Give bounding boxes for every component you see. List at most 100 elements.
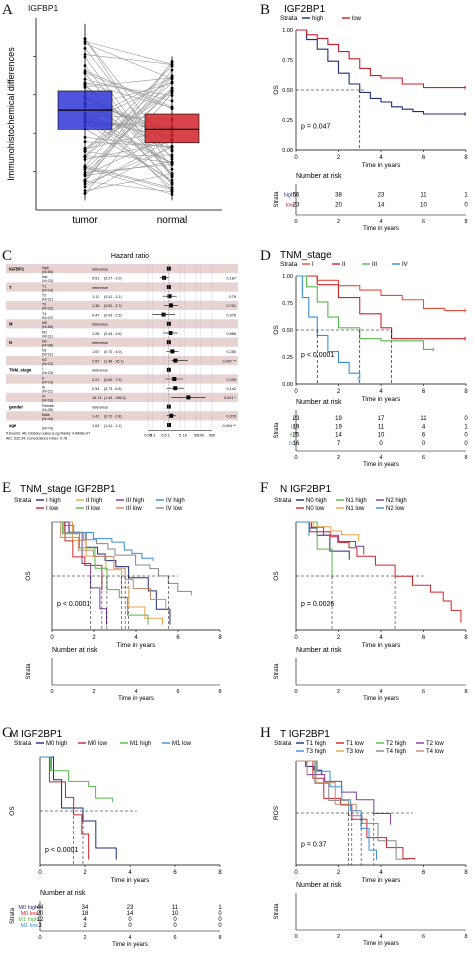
km-curve-III <box>296 275 435 350</box>
x-tick-label: 8 <box>464 155 468 161</box>
legend-label: low <box>352 16 362 22</box>
risk-x-tick: 8 <box>464 689 467 695</box>
panel-label-f: F <box>260 480 269 496</box>
forest-ci: (1.01 - 1.1) <box>104 424 122 428</box>
panel-g-km: M IGF2BP1 Strata M0 high M0 low M1 high M1 lo… <box>0 725 235 951</box>
risk-value: 1 <box>464 192 468 198</box>
risk-row-name: IV <box>289 441 295 447</box>
forest-row-bg <box>6 411 238 421</box>
y-tick-label: 0.50 <box>282 328 293 334</box>
legend-title: Strata <box>274 740 292 747</box>
risk-x-tick: 0 <box>294 934 297 940</box>
forest-level: low <box>42 275 48 279</box>
risk-x-label: Time in years <box>118 696 154 702</box>
risk-x-label: Time in years <box>363 462 399 468</box>
risk-x-tick: 4 <box>379 934 382 940</box>
paired-line <box>84 141 173 147</box>
legend-label: N1 high <box>346 498 367 504</box>
y-axis-label: OS <box>9 806 16 816</box>
legend-title: Strata <box>280 261 298 268</box>
forest-ci: (0.41 - 3.1) <box>104 295 122 299</box>
forest-ci: (0.27 - 1.0) <box>104 277 122 281</box>
forest-level: M1 <box>42 330 47 334</box>
legend-label: T4 low <box>426 749 444 755</box>
risk-x-label: Time in years <box>363 696 399 702</box>
chart-title: M IGF2BP1 <box>10 729 63 740</box>
risk-value: 0 <box>218 923 222 929</box>
panel-label-e: E <box>2 480 12 496</box>
x-tick-label: 2 <box>337 870 341 876</box>
forest-p: 0.187 <box>226 277 236 281</box>
paired-line <box>84 65 173 152</box>
risk-x-tick: 8 <box>218 689 221 695</box>
paired-line <box>84 120 173 183</box>
risk-x-tick: 6 <box>176 689 179 695</box>
risk-value: 23 <box>293 416 300 422</box>
risk-value: 14 <box>378 203 385 209</box>
panel-label-h: H <box>260 725 271 741</box>
risk-value: 0 <box>422 441 426 447</box>
legend-label: T3 high <box>306 749 326 755</box>
y-tick-label: 0.75 <box>282 58 293 64</box>
x-tick-label: 2 <box>337 389 341 395</box>
forest-point <box>170 349 175 354</box>
x-tick-label: 6 <box>422 635 426 641</box>
forest-level: N0 <box>42 340 47 344</box>
forest-hr: 0.51 <box>92 277 99 281</box>
paired-line <box>84 92 173 194</box>
risk-x-tick: 4 <box>379 455 382 461</box>
km-curve <box>296 760 391 825</box>
km-curve-low <box>296 29 466 89</box>
risk-row-name: M0 low <box>21 911 38 917</box>
km-curve <box>296 760 357 813</box>
km-curve <box>296 760 377 860</box>
risk-value: 38 <box>335 192 342 198</box>
paired-line <box>84 128 173 181</box>
forest-n: (N=68) <box>42 325 53 329</box>
risk-table-title: Number at risk <box>296 882 342 889</box>
risk-value: 2 <box>83 923 87 929</box>
forest-level: N2 <box>42 358 47 362</box>
forest-n: (N=22) <box>42 316 53 320</box>
forest-x-tick: 100 <box>198 434 204 438</box>
p-value: p = 0.37 <box>301 841 327 848</box>
x-tick-label: 0 <box>294 155 298 161</box>
risk-x-tick: 0 <box>50 689 53 695</box>
forest-ci: (0.73 - 8.8) <box>104 387 122 391</box>
forest-x-tick: 0.05 <box>144 434 151 438</box>
km-curve <box>52 521 149 625</box>
risk-value: 23 <box>378 192 385 198</box>
risk-value: 4 <box>83 917 87 923</box>
forest-hr: 2.21 <box>92 378 99 382</box>
risk-x-tick: 6 <box>422 219 425 225</box>
risk-x-label: Time in years <box>112 942 148 948</box>
forest-x-tick: 500 <box>209 434 215 438</box>
km-curve <box>40 756 117 860</box>
risk-value: 23 <box>293 203 300 209</box>
x-tick-label: 6 <box>176 635 180 641</box>
forest-hr: reference <box>92 267 108 271</box>
forest-level: T2 <box>42 294 46 298</box>
forest-n: (N=22) <box>42 362 53 366</box>
forest-row-bg <box>6 300 238 310</box>
risk-x-tick: 2 <box>92 689 95 695</box>
forest-ci: (0.52 - 3.7) <box>104 304 122 308</box>
paired-line <box>84 161 173 177</box>
x-tick-label: 0 <box>50 635 54 641</box>
forest-hr: 1.26 <box>92 332 99 336</box>
risk-value: 10 <box>420 203 427 209</box>
p-value: p = 0.0026 <box>301 601 334 608</box>
paired-line <box>84 166 173 190</box>
km-curve <box>40 756 114 803</box>
x-tick-label: normal <box>157 215 188 226</box>
legend-label: IV high <box>166 498 185 504</box>
forest-hr: 1.67 <box>92 350 99 354</box>
y-tick-label: 1.00 <box>282 28 293 34</box>
forest-hr: 2.54 <box>92 387 99 391</box>
risk-x-tick: 4 <box>128 935 131 941</box>
risk-x-tick: 4 <box>379 219 382 225</box>
paired-line <box>84 73 173 178</box>
x-axis-label: Time in years <box>362 162 402 169</box>
risk-x-tick: 0 <box>38 935 41 941</box>
